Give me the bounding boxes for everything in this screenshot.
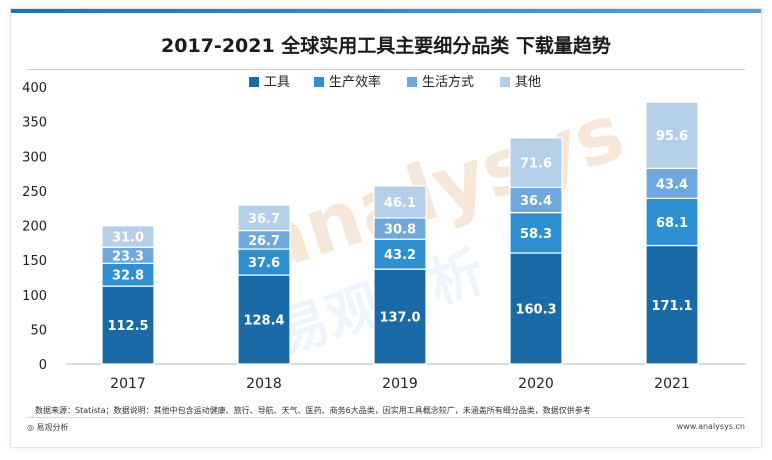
data-label: 23.3 xyxy=(112,249,144,264)
legend-label: 工具 xyxy=(264,75,290,90)
data-label: 68.1 xyxy=(656,216,688,231)
x-tick-label: 2018 xyxy=(246,376,282,392)
data-label: 26.7 xyxy=(248,234,280,249)
y-tick-label: 300 xyxy=(22,150,47,165)
footer-divider xyxy=(27,417,745,418)
y-tick-label: 400 xyxy=(22,81,47,96)
data-label: 160.3 xyxy=(515,302,556,317)
bar-segment xyxy=(509,186,563,214)
legend-swatch xyxy=(407,77,417,87)
data-label: 36.4 xyxy=(520,194,552,209)
data-label: 31.0 xyxy=(112,231,144,246)
y-tick-label: 100 xyxy=(22,289,47,304)
x-tick-label: 2019 xyxy=(382,376,418,392)
y-tick-label: 200 xyxy=(22,220,47,235)
bar-segment xyxy=(509,137,563,189)
y-tick-label: 350 xyxy=(22,116,47,131)
bar-segment xyxy=(645,197,699,247)
data-label: 128.4 xyxy=(243,314,284,329)
legend-label: 生产效率 xyxy=(329,74,381,90)
brand-name: 易观分析 xyxy=(36,423,69,432)
data-label: 71.6 xyxy=(520,157,552,172)
legend-swatch xyxy=(314,77,324,87)
bar-segment xyxy=(645,101,699,169)
bar-segment xyxy=(237,248,291,276)
data-label: 46.1 xyxy=(384,196,416,211)
x-tick-label: 2021 xyxy=(654,376,690,392)
chart-card: 2017-2021 全球实用工具主要细分品类 下载量趋势 analysys易观分… xyxy=(10,8,762,448)
y-tick-label: 0 xyxy=(39,358,47,373)
bar-segment xyxy=(645,244,699,365)
legend-label: 生活方式 xyxy=(422,74,474,90)
x-tick-label: 2020 xyxy=(518,376,554,392)
data-label: 171.1 xyxy=(651,299,692,314)
data-label: 95.6 xyxy=(656,129,688,144)
data-label: 43.4 xyxy=(656,177,688,192)
bar-segment xyxy=(237,274,291,365)
data-label: 37.6 xyxy=(248,256,280,271)
bar-segment xyxy=(101,285,155,365)
data-label: 58.3 xyxy=(520,227,552,242)
x-tick-label: 2017 xyxy=(110,376,146,392)
data-label: 43.2 xyxy=(384,248,416,263)
bar-segment xyxy=(101,225,155,248)
data-label: 137.0 xyxy=(379,311,420,326)
bar-segment xyxy=(373,268,427,365)
data-label: 112.5 xyxy=(107,319,148,334)
brand-logo-text: ◎ 易观分析 xyxy=(27,422,69,433)
stacked-bar-chart: analysys易观分析050100150200250300350400工具生产… xyxy=(22,74,746,392)
footnote: 数据来源：Statista；数据说明：其他中包含运动健康、旅行、导航、天气、医药… xyxy=(35,406,591,415)
bar-segment xyxy=(373,185,427,219)
data-label: 36.7 xyxy=(248,212,280,227)
y-tick-label: 250 xyxy=(22,185,47,200)
title-divider xyxy=(27,69,745,70)
chart-title: 2017-2021 全球实用工具主要细分品类 下载量趋势 xyxy=(161,35,611,57)
legend-label: 其他 xyxy=(515,75,541,90)
data-label: 32.8 xyxy=(112,269,144,284)
bar-segment xyxy=(237,204,291,232)
bar-segment xyxy=(645,167,699,199)
legend-swatch xyxy=(249,77,259,87)
y-tick-label: 150 xyxy=(22,254,47,269)
y-tick-label: 50 xyxy=(30,323,47,338)
bar-segment xyxy=(509,212,563,254)
brand-logo-icon: ◎ xyxy=(27,423,34,432)
accent-bar xyxy=(11,9,761,13)
data-label: 30.8 xyxy=(384,223,416,238)
brand-url: www.analysys.cn xyxy=(676,422,745,431)
legend-swatch xyxy=(500,77,510,87)
bar-segment xyxy=(509,252,563,365)
